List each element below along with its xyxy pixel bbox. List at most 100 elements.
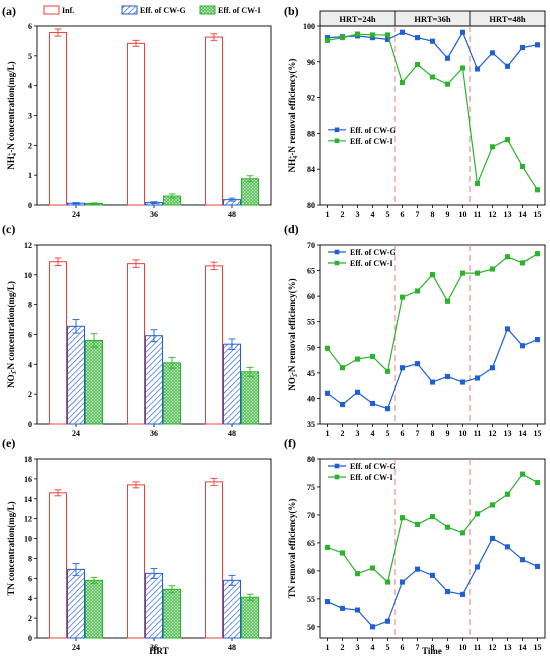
data-point: [324, 345, 331, 351]
bar: [127, 263, 145, 425]
data-point: [534, 337, 541, 343]
data-point: [534, 563, 541, 569]
y-tick-label: 65: [307, 267, 315, 276]
x-tick-label: 8: [431, 643, 435, 652]
series-line: [327, 253, 538, 373]
bar: [163, 362, 181, 425]
data-point: [399, 79, 406, 85]
data-point: [489, 50, 496, 56]
x-tick-label: 5: [386, 643, 390, 652]
panel-letter: (c): [2, 222, 15, 236]
x-tick-label: 6: [401, 429, 405, 438]
y-tick-label: 8: [28, 301, 32, 310]
x-tick-label: 6: [401, 643, 405, 652]
data-point: [429, 514, 436, 520]
data-point: [414, 521, 421, 527]
x-tick-label: 2: [341, 210, 345, 219]
y-tick-label: 4: [28, 594, 32, 603]
x-tick-label: 48: [228, 429, 236, 438]
x-tick-label: 24: [72, 429, 80, 438]
y-tick-label: 60: [307, 567, 315, 576]
data-point: [504, 254, 511, 260]
y-tick-label: 4: [28, 82, 32, 91]
legend-marker: [334, 249, 340, 255]
bar: [205, 36, 223, 206]
data-point: [459, 65, 466, 71]
x-axis-title-hrt: HRT: [149, 646, 168, 656]
legend-marker: [334, 463, 340, 469]
hrt-label: HRT=36h: [414, 14, 450, 24]
legend-label: Eff. of CW-I: [350, 473, 393, 482]
data-point: [459, 270, 466, 276]
x-tick-label: 36: [150, 643, 158, 652]
data-point: [459, 530, 466, 536]
data-point: [354, 607, 361, 613]
x-tick-label: 14: [519, 643, 527, 652]
legend-label: Eff. of CW-G: [350, 248, 396, 257]
bar: [241, 371, 259, 425]
y-tick-label: 84: [307, 165, 315, 174]
data-point: [339, 402, 346, 408]
data-point: [354, 31, 361, 37]
legend-label: Eff. of CW-G: [350, 462, 396, 471]
y-tick-label: 0: [28, 420, 32, 429]
data-point: [534, 479, 541, 486]
data-point: [429, 572, 436, 578]
x-tick-label: 10: [459, 210, 467, 219]
data-point: [369, 353, 376, 360]
y-tick-label: 40: [307, 394, 315, 403]
data-point: [504, 326, 511, 332]
y-tick-label: 10: [24, 535, 32, 544]
x-tick-label: 11: [474, 643, 482, 652]
data-point: [519, 44, 526, 51]
x-tick-label: 10: [459, 429, 467, 438]
data-point: [459, 591, 466, 597]
series-line: [327, 33, 539, 191]
x-tick-label: 14: [519, 210, 527, 219]
data-point: [369, 565, 376, 571]
legend-marker: [334, 127, 340, 133]
data-point: [519, 260, 526, 266]
y-tick-label: 16: [24, 475, 32, 484]
x-tick-label: 2: [341, 643, 345, 652]
y-tick-label: 50: [307, 623, 315, 632]
x-tick-label: 36: [150, 429, 158, 438]
y-tick-label: 45: [307, 369, 315, 378]
hrt-label: HRT=48h: [489, 14, 525, 24]
y-tick-label: 2: [28, 614, 32, 623]
x-tick-label: 5: [386, 429, 390, 438]
data-point: [459, 379, 466, 385]
y-tick-label: 80: [307, 201, 315, 210]
bar: [127, 42, 145, 206]
y-tick-label: 92: [307, 94, 315, 103]
data-point: [444, 55, 451, 61]
data-point: [399, 365, 406, 371]
bar: [49, 261, 67, 425]
x-tick-label: 8: [431, 429, 435, 438]
series-line: [327, 537, 538, 628]
y-tick-label: 65: [307, 539, 315, 548]
data-point: [339, 35, 346, 41]
y-tick-label: 96: [307, 58, 315, 67]
x-tick-label: 6: [401, 210, 405, 219]
series-line: [327, 327, 538, 410]
x-tick-label: 15: [534, 429, 542, 438]
data-point: [384, 406, 391, 412]
plot-frame: [319, 25, 546, 206]
plot-frame: [36, 25, 272, 206]
x-tick-label: 13: [504, 210, 512, 219]
y-axis-title: NO3--N concentration(mg/L): [6, 281, 18, 388]
bar: [241, 178, 259, 206]
y-tick-label: 88: [307, 129, 315, 138]
x-tick-label: 2: [341, 429, 345, 438]
data-point: [384, 618, 391, 624]
data-point: [504, 137, 511, 143]
data-point: [474, 375, 481, 381]
x-tick-label: 48: [228, 210, 236, 219]
bar: [85, 579, 103, 639]
legend-label: Eff. of CW-I: [350, 137, 393, 146]
panel-letter: (f): [284, 436, 296, 450]
y-tick-label: 4: [28, 360, 32, 369]
